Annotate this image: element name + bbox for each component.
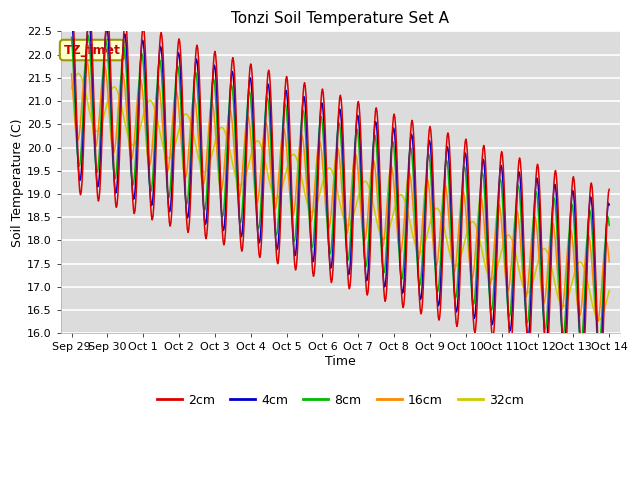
4cm — [332, 170, 340, 176]
32cm — [186, 119, 194, 124]
2cm — [556, 264, 564, 270]
4cm — [437, 268, 445, 274]
Line: 2cm: 2cm — [72, 1, 609, 376]
16cm — [385, 177, 393, 182]
8cm — [438, 225, 446, 230]
Y-axis label: Soil Temperature (C): Soil Temperature (C) — [11, 118, 24, 247]
Legend: 2cm, 4cm, 8cm, 16cm, 32cm: 2cm, 4cm, 8cm, 16cm, 32cm — [152, 388, 529, 411]
8cm — [385, 189, 393, 194]
8cm — [68, 35, 76, 40]
32cm — [333, 185, 340, 191]
4cm — [556, 280, 564, 286]
16cm — [209, 106, 217, 112]
32cm — [605, 288, 613, 293]
16cm — [557, 304, 564, 310]
8cm — [605, 223, 613, 228]
32cm — [74, 71, 82, 76]
16cm — [333, 146, 340, 152]
4cm — [186, 196, 193, 202]
32cm — [68, 85, 76, 91]
Line: 16cm: 16cm — [72, 60, 609, 322]
2cm — [385, 252, 392, 258]
2cm — [437, 290, 445, 296]
32cm — [438, 216, 446, 221]
Line: 32cm: 32cm — [72, 73, 609, 320]
Text: TZ_fmet: TZ_fmet — [63, 44, 120, 57]
32cm — [557, 301, 564, 307]
32cm — [595, 317, 603, 323]
32cm — [385, 227, 393, 233]
2cm — [209, 76, 216, 82]
Title: Tonzi Soil Temperature Set A: Tonzi Soil Temperature Set A — [232, 11, 449, 26]
8cm — [209, 76, 217, 82]
4cm — [209, 75, 216, 81]
8cm — [84, 32, 92, 38]
4cm — [605, 202, 613, 208]
32cm — [209, 145, 217, 151]
16cm — [186, 126, 194, 132]
8cm — [186, 154, 194, 160]
4cm — [596, 360, 604, 365]
2cm — [332, 186, 340, 192]
8cm — [595, 345, 603, 351]
16cm — [438, 204, 446, 210]
4cm — [68, 14, 76, 20]
2cm — [186, 217, 193, 223]
X-axis label: Time: Time — [325, 355, 356, 368]
Line: 8cm: 8cm — [72, 35, 609, 348]
8cm — [557, 311, 564, 317]
8cm — [333, 140, 340, 145]
2cm — [68, 0, 76, 4]
16cm — [605, 259, 613, 265]
2cm — [605, 186, 613, 192]
4cm — [385, 230, 392, 236]
Line: 4cm: 4cm — [72, 17, 609, 362]
16cm — [68, 71, 76, 77]
2cm — [596, 373, 604, 379]
16cm — [83, 57, 90, 63]
16cm — [593, 319, 601, 325]
